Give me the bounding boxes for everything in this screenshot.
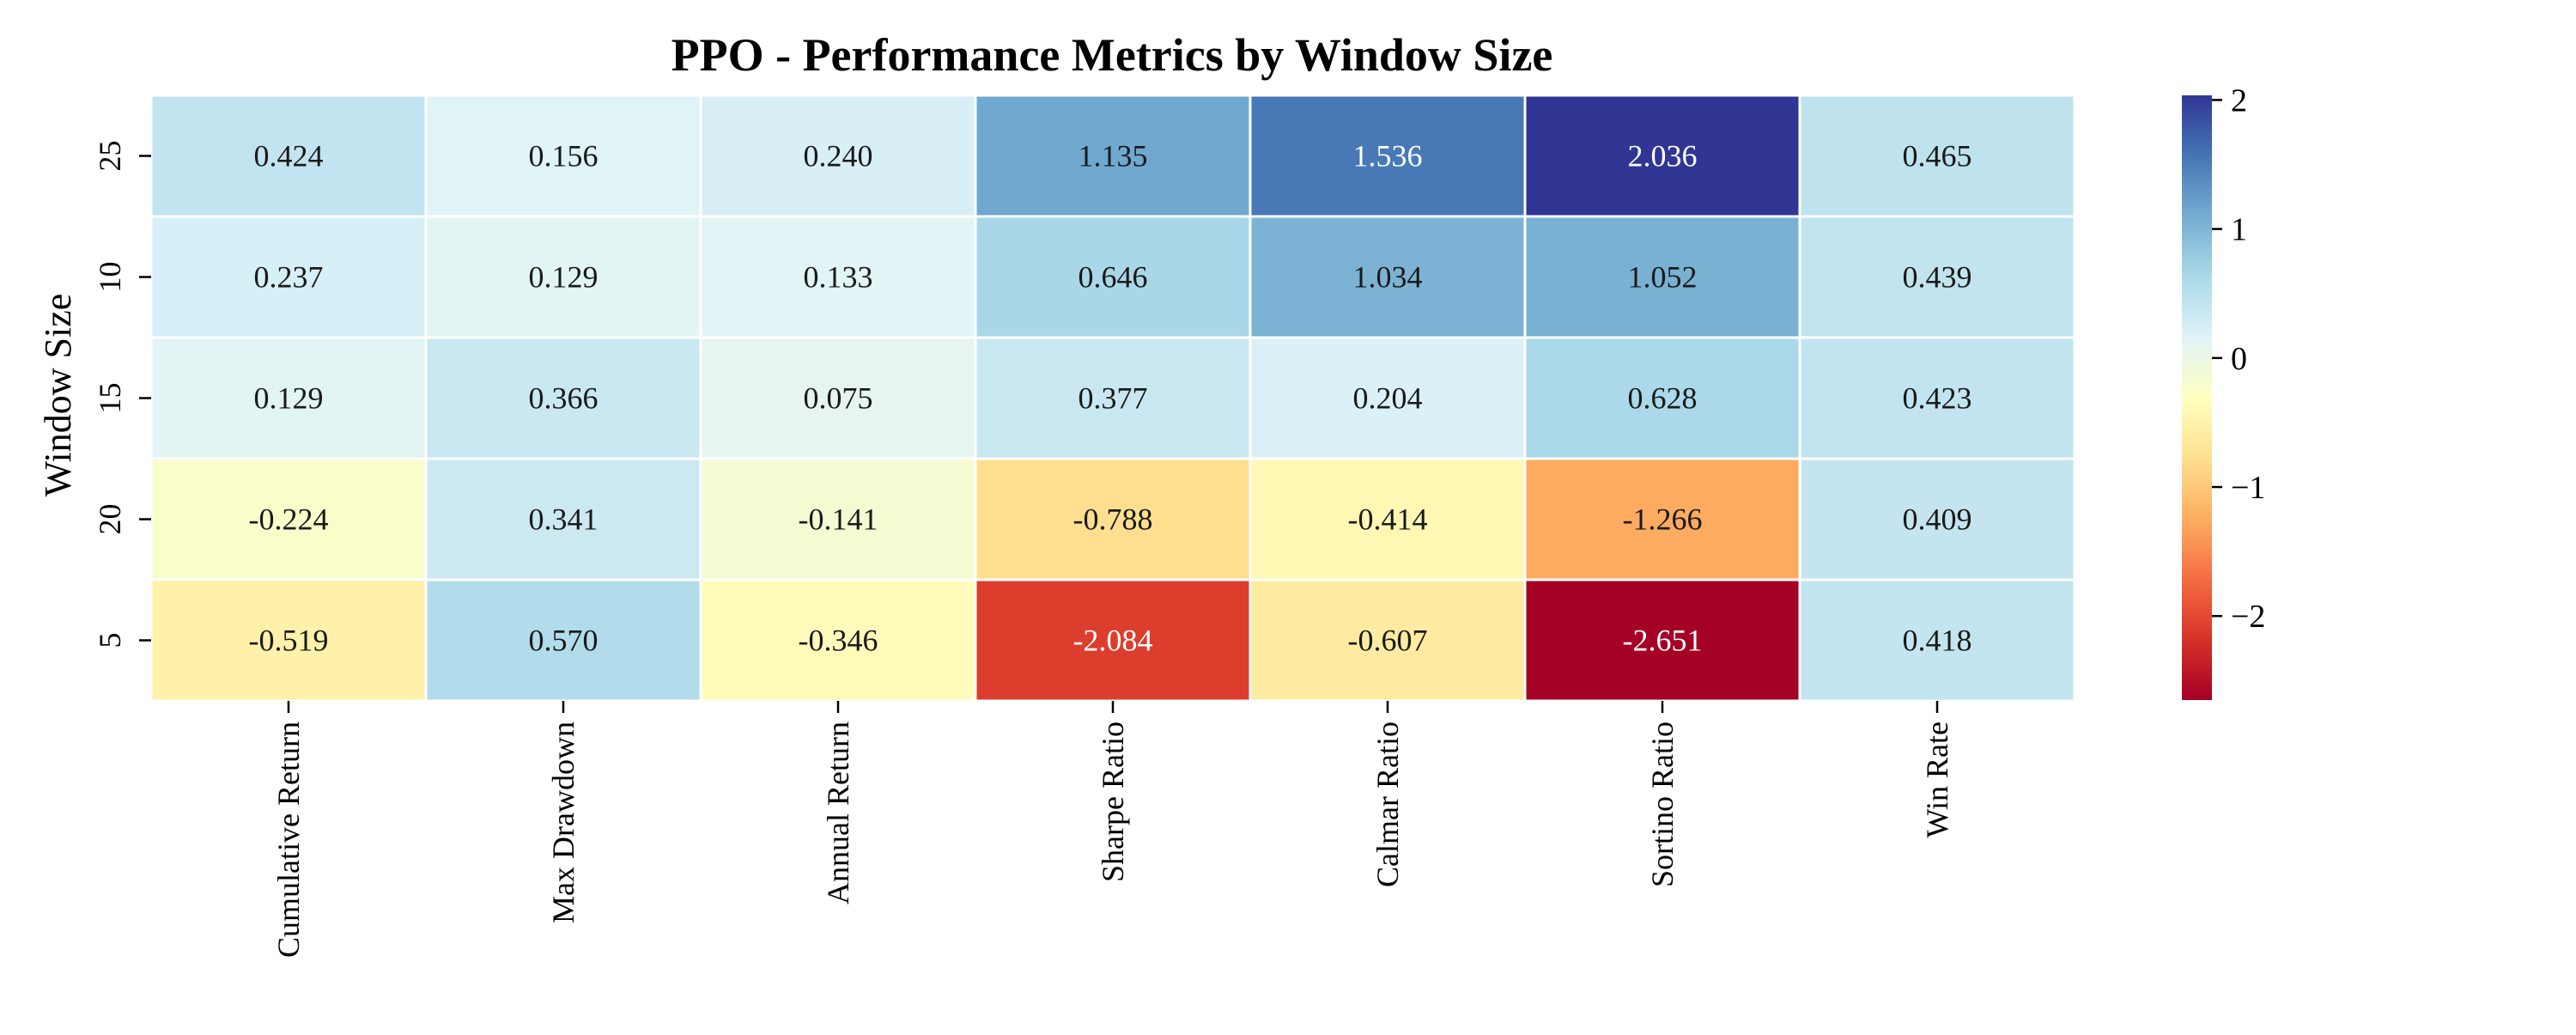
heatmap-cell — [974, 94, 1252, 218]
x-tick-label: Win Rate — [1920, 721, 1954, 838]
cell-value-label: -0.519 — [249, 624, 329, 658]
chart-title: PPO - Performance Metrics by Window Size — [671, 29, 1553, 81]
cell-value-label: -0.141 — [799, 502, 878, 537]
colorbar-tick-label: 1 — [2231, 212, 2247, 248]
cell-value-label: -2.651 — [1623, 624, 1703, 658]
heatmap-cell — [699, 578, 977, 703]
cell-value-label: 0.570 — [529, 624, 598, 658]
colorbar-tick-label: 0 — [2231, 341, 2247, 377]
heatmap-cell — [149, 457, 428, 581]
heatmap-cell — [1798, 336, 2076, 460]
cell-value-label: 0.646 — [1078, 260, 1148, 295]
cell-value-label: -0.414 — [1348, 502, 1428, 537]
heatmap-cell — [1523, 94, 1801, 218]
x-tick-label: Sharpe Ratio — [1096, 721, 1130, 882]
cell-value-label: 0.439 — [1903, 260, 1972, 295]
x-tick-label: Cumulative Return — [271, 721, 306, 958]
x-tick-label: Annual Return — [821, 721, 855, 904]
colorbar-tick-label: −1 — [2231, 470, 2265, 506]
cell-value-label: 0.240 — [804, 139, 873, 174]
cell-value-label: 0.237 — [254, 260, 324, 295]
cell-value-label: 2.036 — [1628, 139, 1698, 174]
heatmap-cell — [1249, 215, 1527, 339]
heatmap-cell — [974, 457, 1252, 581]
x-tick-label: Sortino Ratio — [1645, 721, 1680, 887]
heatmap-cell — [149, 578, 428, 703]
cell-value-label: 0.341 — [529, 502, 598, 537]
heatmap-cell — [149, 94, 428, 218]
axis-ticks: 25 10 15 20 5 Cumulative Return Max Drawdown An… — [93, 141, 1954, 958]
cell-value-label: 0.628 — [1628, 381, 1698, 416]
cell-value-label: -0.346 — [799, 624, 878, 658]
cell-value-label: 1.034 — [1353, 260, 1423, 295]
cell-value-label: -0.224 — [249, 502, 329, 537]
colorbar: 2 1 0 −1 −2 — [2182, 82, 2265, 700]
y-tick-label: 20 — [93, 504, 127, 535]
colorbar-tick-label: −2 — [2231, 599, 2265, 635]
y-axis-label: Window Size — [37, 294, 79, 497]
cell-value-label: -0.788 — [1073, 502, 1153, 537]
heatmap-cell — [699, 215, 977, 339]
colorbar-gradient — [2182, 95, 2212, 700]
y-tick-label: 25 — [93, 141, 127, 172]
heatmap-cell — [424, 336, 702, 460]
heatmap-cell — [974, 336, 1252, 460]
cell-value-label: 0.409 — [1903, 502, 1972, 537]
y-tick-label: 10 — [93, 262, 127, 293]
heatmap-cell — [1798, 215, 2076, 339]
colorbar-tick-label: 2 — [2231, 82, 2247, 119]
y-tick-label: 15 — [93, 383, 127, 414]
cell-value-label: 0.418 — [1903, 624, 1972, 658]
cell-value-label: 1.135 — [1078, 139, 1148, 174]
cell-value-label: 0.133 — [804, 260, 873, 295]
heatmap-cell — [424, 94, 702, 218]
heatmap-cell — [1523, 457, 1801, 581]
x-tick-label: Calmar Ratio — [1370, 721, 1405, 887]
cell-value-label: 0.423 — [1903, 381, 1972, 416]
cell-value-label: -2.084 — [1073, 624, 1153, 658]
heatmap-cell — [424, 457, 702, 581]
cell-value-label: -1.266 — [1623, 502, 1703, 537]
heatmap-cells: 0.424 0.156 0.240 1.135 1.536 2.036 0.465 0.237… — [149, 94, 2076, 703]
cell-value-label: 1.536 — [1353, 139, 1423, 174]
cell-value-label: 1.052 — [1628, 260, 1698, 295]
cell-value-label: 0.075 — [804, 381, 873, 416]
heatmap-cell — [699, 94, 977, 218]
cell-value-label: 0.377 — [1078, 381, 1148, 416]
cell-value-label: 0.465 — [1903, 139, 1972, 174]
cell-value-label: 0.424 — [254, 139, 324, 174]
cell-value-label: 0.366 — [529, 381, 598, 416]
heatmap-cell — [699, 336, 977, 460]
cell-value-label: 0.129 — [529, 260, 598, 295]
heatmap-cell — [1523, 336, 1801, 460]
cell-value-label: 0.129 — [254, 381, 324, 416]
heatmap-cell — [1798, 457, 2076, 581]
x-tick-label: Max Drawdown — [546, 721, 580, 923]
cell-value-label: 0.204 — [1353, 381, 1423, 416]
cell-value-label: -0.607 — [1348, 624, 1428, 658]
heatmap-cell — [1249, 336, 1527, 460]
cell-value-label: 0.156 — [529, 139, 598, 174]
y-tick-label: 5 — [93, 633, 127, 648]
